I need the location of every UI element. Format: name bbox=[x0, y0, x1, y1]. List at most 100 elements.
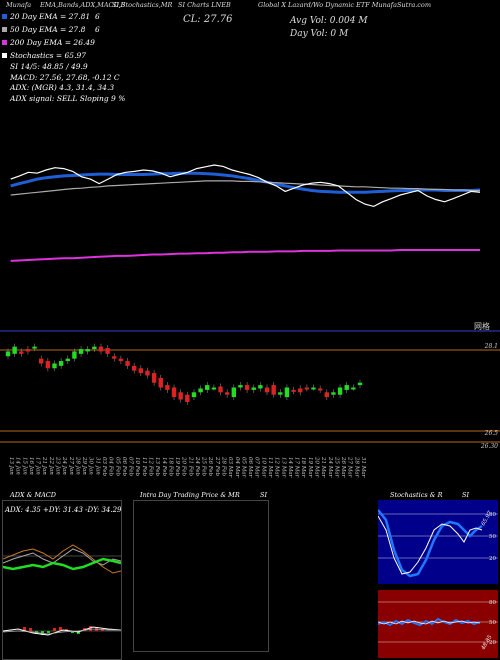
date-label: 14 Jan bbox=[15, 457, 21, 475]
ema-series-3 bbox=[10, 164, 481, 208]
day-vol-label: Day Vol: 0 M bbox=[290, 29, 349, 39]
legend-swatch-gray bbox=[2, 27, 7, 32]
header-text-b: EMA,Bands,ADX,MACD,B bbox=[40, 1, 126, 9]
candle-body bbox=[32, 346, 37, 349]
ema-layer bbox=[10, 164, 481, 262]
date-label: 03 Mar bbox=[227, 457, 233, 478]
candle-body bbox=[205, 385, 210, 390]
si-tick-50: 50 bbox=[489, 620, 496, 626]
si-tick-80: 80 bbox=[489, 600, 496, 606]
date-label: 10 Feb bbox=[134, 457, 140, 477]
candle-body bbox=[311, 387, 316, 390]
candle-body bbox=[138, 368, 144, 374]
date-label: 28 Mar bbox=[353, 456, 359, 478]
date-label: 19 Mar bbox=[307, 457, 313, 478]
ema-series-0 bbox=[10, 171, 481, 194]
adx-text: ADX: (MGR) 4.3, 31.4, 34.3 bbox=[10, 83, 115, 92]
legend-swatch-white bbox=[2, 53, 7, 58]
si-bg bbox=[378, 590, 498, 658]
candle-body bbox=[331, 392, 336, 395]
date-label: 29 Jan bbox=[81, 456, 87, 475]
date-label: 24 Feb bbox=[194, 456, 200, 477]
date-label: 07 Mar bbox=[254, 457, 260, 478]
date-label: 30 Jan bbox=[88, 457, 94, 475]
adx-line bbox=[3, 548, 121, 566]
plus-di-line bbox=[3, 557, 121, 571]
date-label: 17 Mar bbox=[294, 457, 300, 478]
legend-label-ema200: 200 Day EMA = 26.49 bbox=[10, 38, 95, 47]
candle-body bbox=[151, 373, 157, 383]
main-chart: 网格 28.1 26.5 26.30 13 Jan 14 Jan 15 Jan 16 … bbox=[0, 164, 500, 478]
legend-swatch-blue bbox=[2, 14, 7, 19]
date-label: 06 Mar bbox=[247, 457, 253, 478]
date-label: 27 Mar bbox=[347, 456, 353, 478]
date-label: 19 Feb bbox=[174, 457, 180, 477]
candle-body bbox=[12, 346, 17, 354]
legend-label-ema50: 50 Day EMA = 27.8 bbox=[10, 25, 86, 34]
candle-body bbox=[39, 358, 44, 364]
candle-body bbox=[344, 385, 349, 390]
date-label: 07 Feb bbox=[128, 457, 134, 477]
candle-body bbox=[251, 387, 256, 390]
candle-body bbox=[92, 346, 97, 350]
date-label: 14 Feb bbox=[161, 457, 167, 477]
candle-body bbox=[324, 392, 329, 398]
intra-panel-si: SI bbox=[260, 491, 268, 499]
date-label: 04 Mar bbox=[234, 457, 240, 478]
macd-signal-line bbox=[3, 628, 121, 635]
date-label: 24 Jan bbox=[61, 456, 67, 475]
date-label: 11 Feb bbox=[141, 457, 147, 477]
date-label: 13 Feb bbox=[154, 457, 160, 477]
legend-ema200: 200 Day EMA = 26.49 bbox=[2, 38, 95, 47]
adx-values-text: ADX: 4.35 +DY: 31.43 -DY: 34.29 bbox=[4, 506, 122, 514]
candle-body bbox=[165, 385, 170, 390]
candle-body bbox=[105, 348, 110, 354]
candle-body bbox=[112, 356, 117, 359]
date-label: 26 Mar bbox=[340, 456, 346, 478]
stoch-panel-title: Stochastics & R bbox=[390, 491, 443, 499]
candle-body bbox=[337, 387, 343, 395]
minus-di-line bbox=[3, 544, 121, 574]
date-label: 06 Feb bbox=[121, 457, 127, 477]
date-label: 28 Feb bbox=[221, 456, 227, 477]
candle-body bbox=[298, 388, 303, 393]
date-label: 03 Feb bbox=[101, 457, 107, 477]
date-label: 10 Mar bbox=[260, 457, 266, 478]
legend-label-ema20: 20 Day EMA = 27.81 bbox=[10, 12, 91, 21]
candle-body bbox=[5, 351, 11, 357]
si-signal-line bbox=[378, 620, 481, 625]
date-label: 05 Mar bbox=[240, 457, 246, 478]
date-label: 13 Mar bbox=[280, 457, 286, 478]
date-label: 21 Mar bbox=[320, 456, 326, 478]
header-text-e: Global X Lazard/Wo Dynamic ETF MunafaSut… bbox=[258, 1, 431, 9]
date-label: 05 Feb bbox=[114, 457, 120, 477]
candle-body bbox=[131, 365, 137, 371]
candle-body bbox=[98, 346, 104, 352]
candle-body bbox=[198, 388, 203, 393]
stoch-panel-si: SI bbox=[462, 491, 470, 499]
price-tick-3: 26.30 bbox=[480, 443, 498, 450]
candle-body bbox=[125, 361, 130, 366]
date-label: 20 Mar bbox=[314, 456, 320, 478]
candle-body bbox=[45, 361, 51, 369]
candle-body bbox=[244, 385, 250, 390]
candle-body bbox=[185, 394, 190, 402]
header-text-c: SI,Stochastics,MR bbox=[112, 1, 173, 9]
candle-body bbox=[278, 392, 283, 395]
date-label: 25 Feb bbox=[201, 456, 207, 477]
intra-panel-title: Intra Day Trading Price & MR bbox=[140, 491, 240, 499]
date-label: 31 Jan bbox=[94, 457, 100, 475]
intraday-panel bbox=[133, 500, 269, 652]
date-label: 15 Jan bbox=[21, 457, 27, 475]
price-tick-1: 28.1 bbox=[484, 343, 498, 350]
candle-body bbox=[78, 349, 84, 354]
date-label: 28 Jan bbox=[74, 456, 80, 475]
date-label: 20 Feb bbox=[181, 456, 187, 477]
date-label: 18 Mar bbox=[300, 457, 306, 478]
candle-body bbox=[284, 387, 290, 398]
adx-macd-panel: ADX: 4.35 +DY: 31.43 -DY: 34.29 bbox=[2, 500, 122, 660]
candle-body bbox=[291, 389, 296, 392]
date-label: 27 Feb bbox=[214, 456, 220, 477]
stoch-tick-80: 80 bbox=[489, 512, 496, 518]
candle-body bbox=[158, 377, 163, 388]
